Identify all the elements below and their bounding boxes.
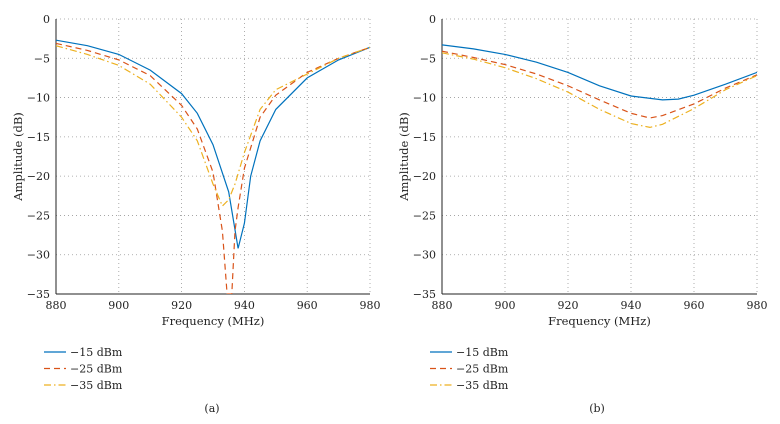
series-line-2 xyxy=(442,50,757,119)
y-tick-label: −30 xyxy=(413,249,436,262)
y-tick-label: −25 xyxy=(27,209,50,222)
y-tick-label: −35 xyxy=(27,288,50,301)
series-line-1 xyxy=(56,39,370,249)
y-tick-label: −5 xyxy=(420,52,436,65)
y-tick-label: −15 xyxy=(27,131,50,144)
y-tick-label: −30 xyxy=(27,249,50,262)
x-tick-label: 880 xyxy=(432,299,453,312)
legend-label: −25 dBm xyxy=(456,363,509,376)
y-tick-label: −35 xyxy=(413,288,436,301)
y-tick-label: −10 xyxy=(27,92,50,105)
y-tick-label: 0 xyxy=(429,13,436,26)
x-axis-label: Frequency (MHz) xyxy=(162,314,265,328)
x-tick-label: 900 xyxy=(495,299,516,312)
legend-label: −15 dBm xyxy=(456,346,509,359)
legend-label: −35 dBm xyxy=(70,379,123,392)
panel-label: (b) xyxy=(589,402,605,415)
y-axis-label: Amplitude (dB) xyxy=(11,112,25,202)
x-tick-label: 980 xyxy=(747,299,768,312)
y-tick-label: −15 xyxy=(413,131,436,144)
x-tick-label: 920 xyxy=(558,299,579,312)
y-tick-label: −5 xyxy=(34,52,50,65)
series-line-2 xyxy=(56,42,370,294)
y-tick-label: 0 xyxy=(43,13,50,26)
legend-label: −35 dBm xyxy=(456,379,509,392)
legend-label: −25 dBm xyxy=(70,363,123,376)
x-tick-label: 900 xyxy=(108,299,129,312)
panel-label: (a) xyxy=(204,402,219,415)
x-tick-label: 960 xyxy=(684,299,705,312)
legend-label: −15 dBm xyxy=(70,346,123,359)
x-tick-label: 940 xyxy=(621,299,642,312)
x-tick-label: 960 xyxy=(297,299,318,312)
panel-b: 880 900 920 940 960 980 0 −5 −10 −15 −20 −25 −30 −35 F… xyxy=(397,13,768,415)
x-tick-label: 920 xyxy=(171,299,192,312)
x-axis-label: Frequency (MHz) xyxy=(548,314,651,328)
y-tick-label: −10 xyxy=(413,92,436,105)
series-line-1 xyxy=(442,44,757,101)
series-line-3 xyxy=(442,52,757,129)
y-tick-label: −20 xyxy=(27,170,50,183)
x-tick-label: 940 xyxy=(234,299,255,312)
y-tick-label: −20 xyxy=(413,170,436,183)
series-line-3 xyxy=(56,45,370,208)
x-tick-label: 980 xyxy=(360,299,381,312)
panel-a: 880 900 920 940 960 980 0 −5 −10 −15 −20 −25 −30 −35 F… xyxy=(11,13,381,415)
y-axis-label: Amplitude (dB) xyxy=(397,112,411,202)
y-tick-label: −25 xyxy=(413,209,436,222)
x-tick-label: 880 xyxy=(46,299,67,312)
